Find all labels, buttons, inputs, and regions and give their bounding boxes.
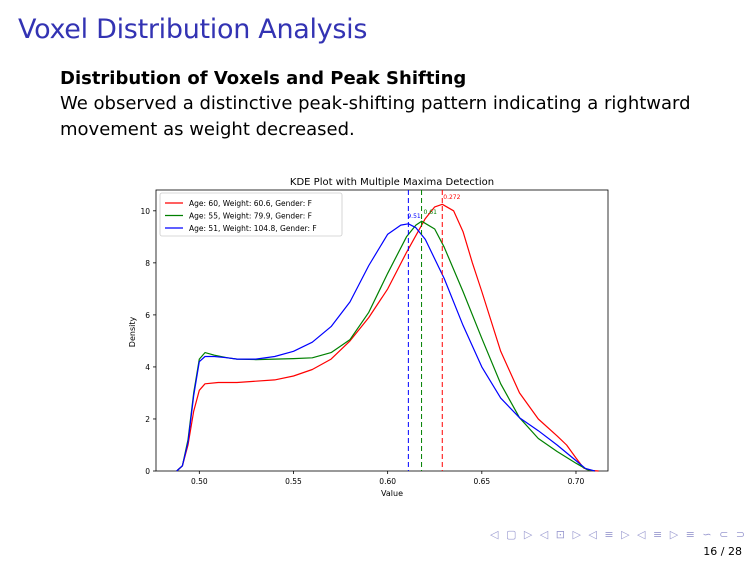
chart-title: KDE Plot with Multiple Maxima Detection xyxy=(290,177,494,188)
slide-title: Voxel Distribution Analysis xyxy=(18,14,368,45)
page-number: 16 / 28 xyxy=(703,545,742,558)
plot-frame xyxy=(155,189,609,472)
x-tick-label: 0.70 xyxy=(568,477,585,486)
peak-label-3: 9.51 xyxy=(407,213,421,220)
legend-label-3: Age: 51, Weight: 104.8, Gender: F xyxy=(189,224,317,233)
beamer-navigation[interactable]: ◁ ▢ ▷ ◁ ⊡ ▷ ◁ ≡ ▷ ◁ ≡ ▷ ≡ ∽ ⊂ ⊃ xyxy=(490,528,748,541)
y-tick-label: 8 xyxy=(145,259,150,268)
y-tick-label: 4 xyxy=(145,363,150,372)
y-tick-label: 0 xyxy=(145,467,150,476)
peak-label-2: 0.61 xyxy=(424,209,438,216)
kde-chart: KDE Plot with Multiple Maxima Detection … xyxy=(128,177,609,498)
x-tick-label: 0.50 xyxy=(191,477,208,486)
block-text: We observed a distinctive peak-shifting … xyxy=(60,93,691,140)
x-tick-label: 0.55 xyxy=(285,477,302,486)
x-axis-label: Value xyxy=(381,489,403,498)
content-block: Distribution of Voxels and Peak Shifting… xyxy=(60,68,700,143)
block-title: Distribution of Voxels and Peak Shifting xyxy=(60,68,467,89)
y-tick-label: 2 xyxy=(145,415,150,424)
legend-box xyxy=(159,192,343,237)
series-line-2 xyxy=(176,220,595,472)
x-tick-label: 0.60 xyxy=(379,477,396,486)
y-axis-label: Density xyxy=(128,317,137,348)
series-line-3 xyxy=(176,223,595,472)
legend-label-1: Age: 60, Weight: 60.6, Gender: F xyxy=(189,199,312,208)
y-tick-label: 10 xyxy=(140,207,150,216)
peak-label-1: 0.272 xyxy=(443,194,460,201)
series-line-1 xyxy=(176,203,599,472)
legend: Age: 60, Weight: 60.6, Gender: F Age: 55,… xyxy=(159,192,343,237)
plot-area: 0.50 0.55 0.60 0.65 0.70 0 2 4 6 8 10 0.272 0.619.51 xyxy=(140,189,609,486)
legend-label-2: Age: 55, Weight: 79.9, Gender: F xyxy=(189,212,312,221)
x-tick-label: 0.65 xyxy=(473,477,490,486)
y-tick-label: 6 xyxy=(145,311,150,320)
